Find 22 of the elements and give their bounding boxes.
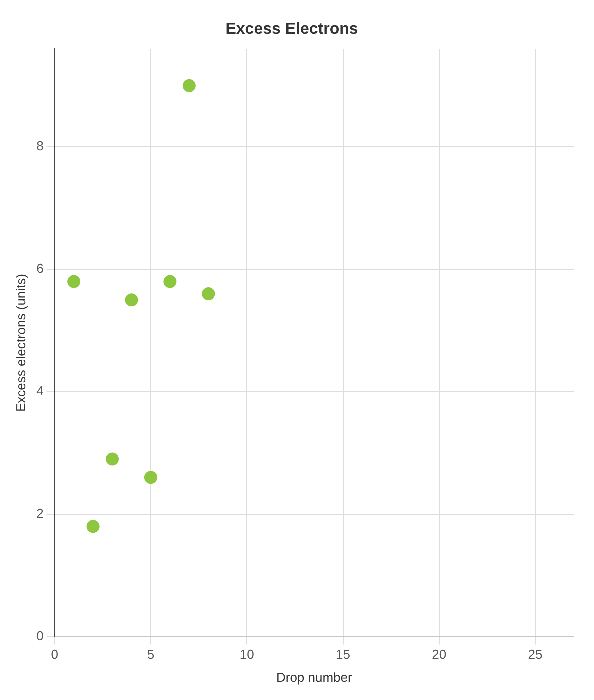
x-tick-label: 0	[51, 647, 58, 662]
point	[106, 452, 120, 466]
point	[164, 275, 177, 288]
x-tick-label: 10	[240, 647, 254, 662]
point	[202, 288, 216, 301]
y-tick-label: 0	[36, 628, 44, 644]
x-tick-label: 15	[336, 647, 350, 662]
point	[68, 275, 81, 288]
point	[125, 294, 138, 307]
x-tick-label: 25	[528, 647, 543, 662]
y-tick-label: 6	[36, 261, 44, 276]
x-tick-label: 20	[432, 647, 447, 662]
point	[182, 79, 196, 92]
y-tick-label: 8	[36, 138, 44, 154]
y-axis-title: Excess electrons (units)	[13, 274, 28, 412]
y-tick-label: 4	[36, 384, 44, 399]
x-axis-title: Drop number	[276, 670, 354, 685]
y-tick-label: 2	[36, 506, 44, 521]
point	[86, 520, 100, 534]
chart-title: Excess Electrons	[226, 21, 358, 38]
x-tick-label: 5	[147, 647, 155, 662]
point	[144, 471, 158, 484]
